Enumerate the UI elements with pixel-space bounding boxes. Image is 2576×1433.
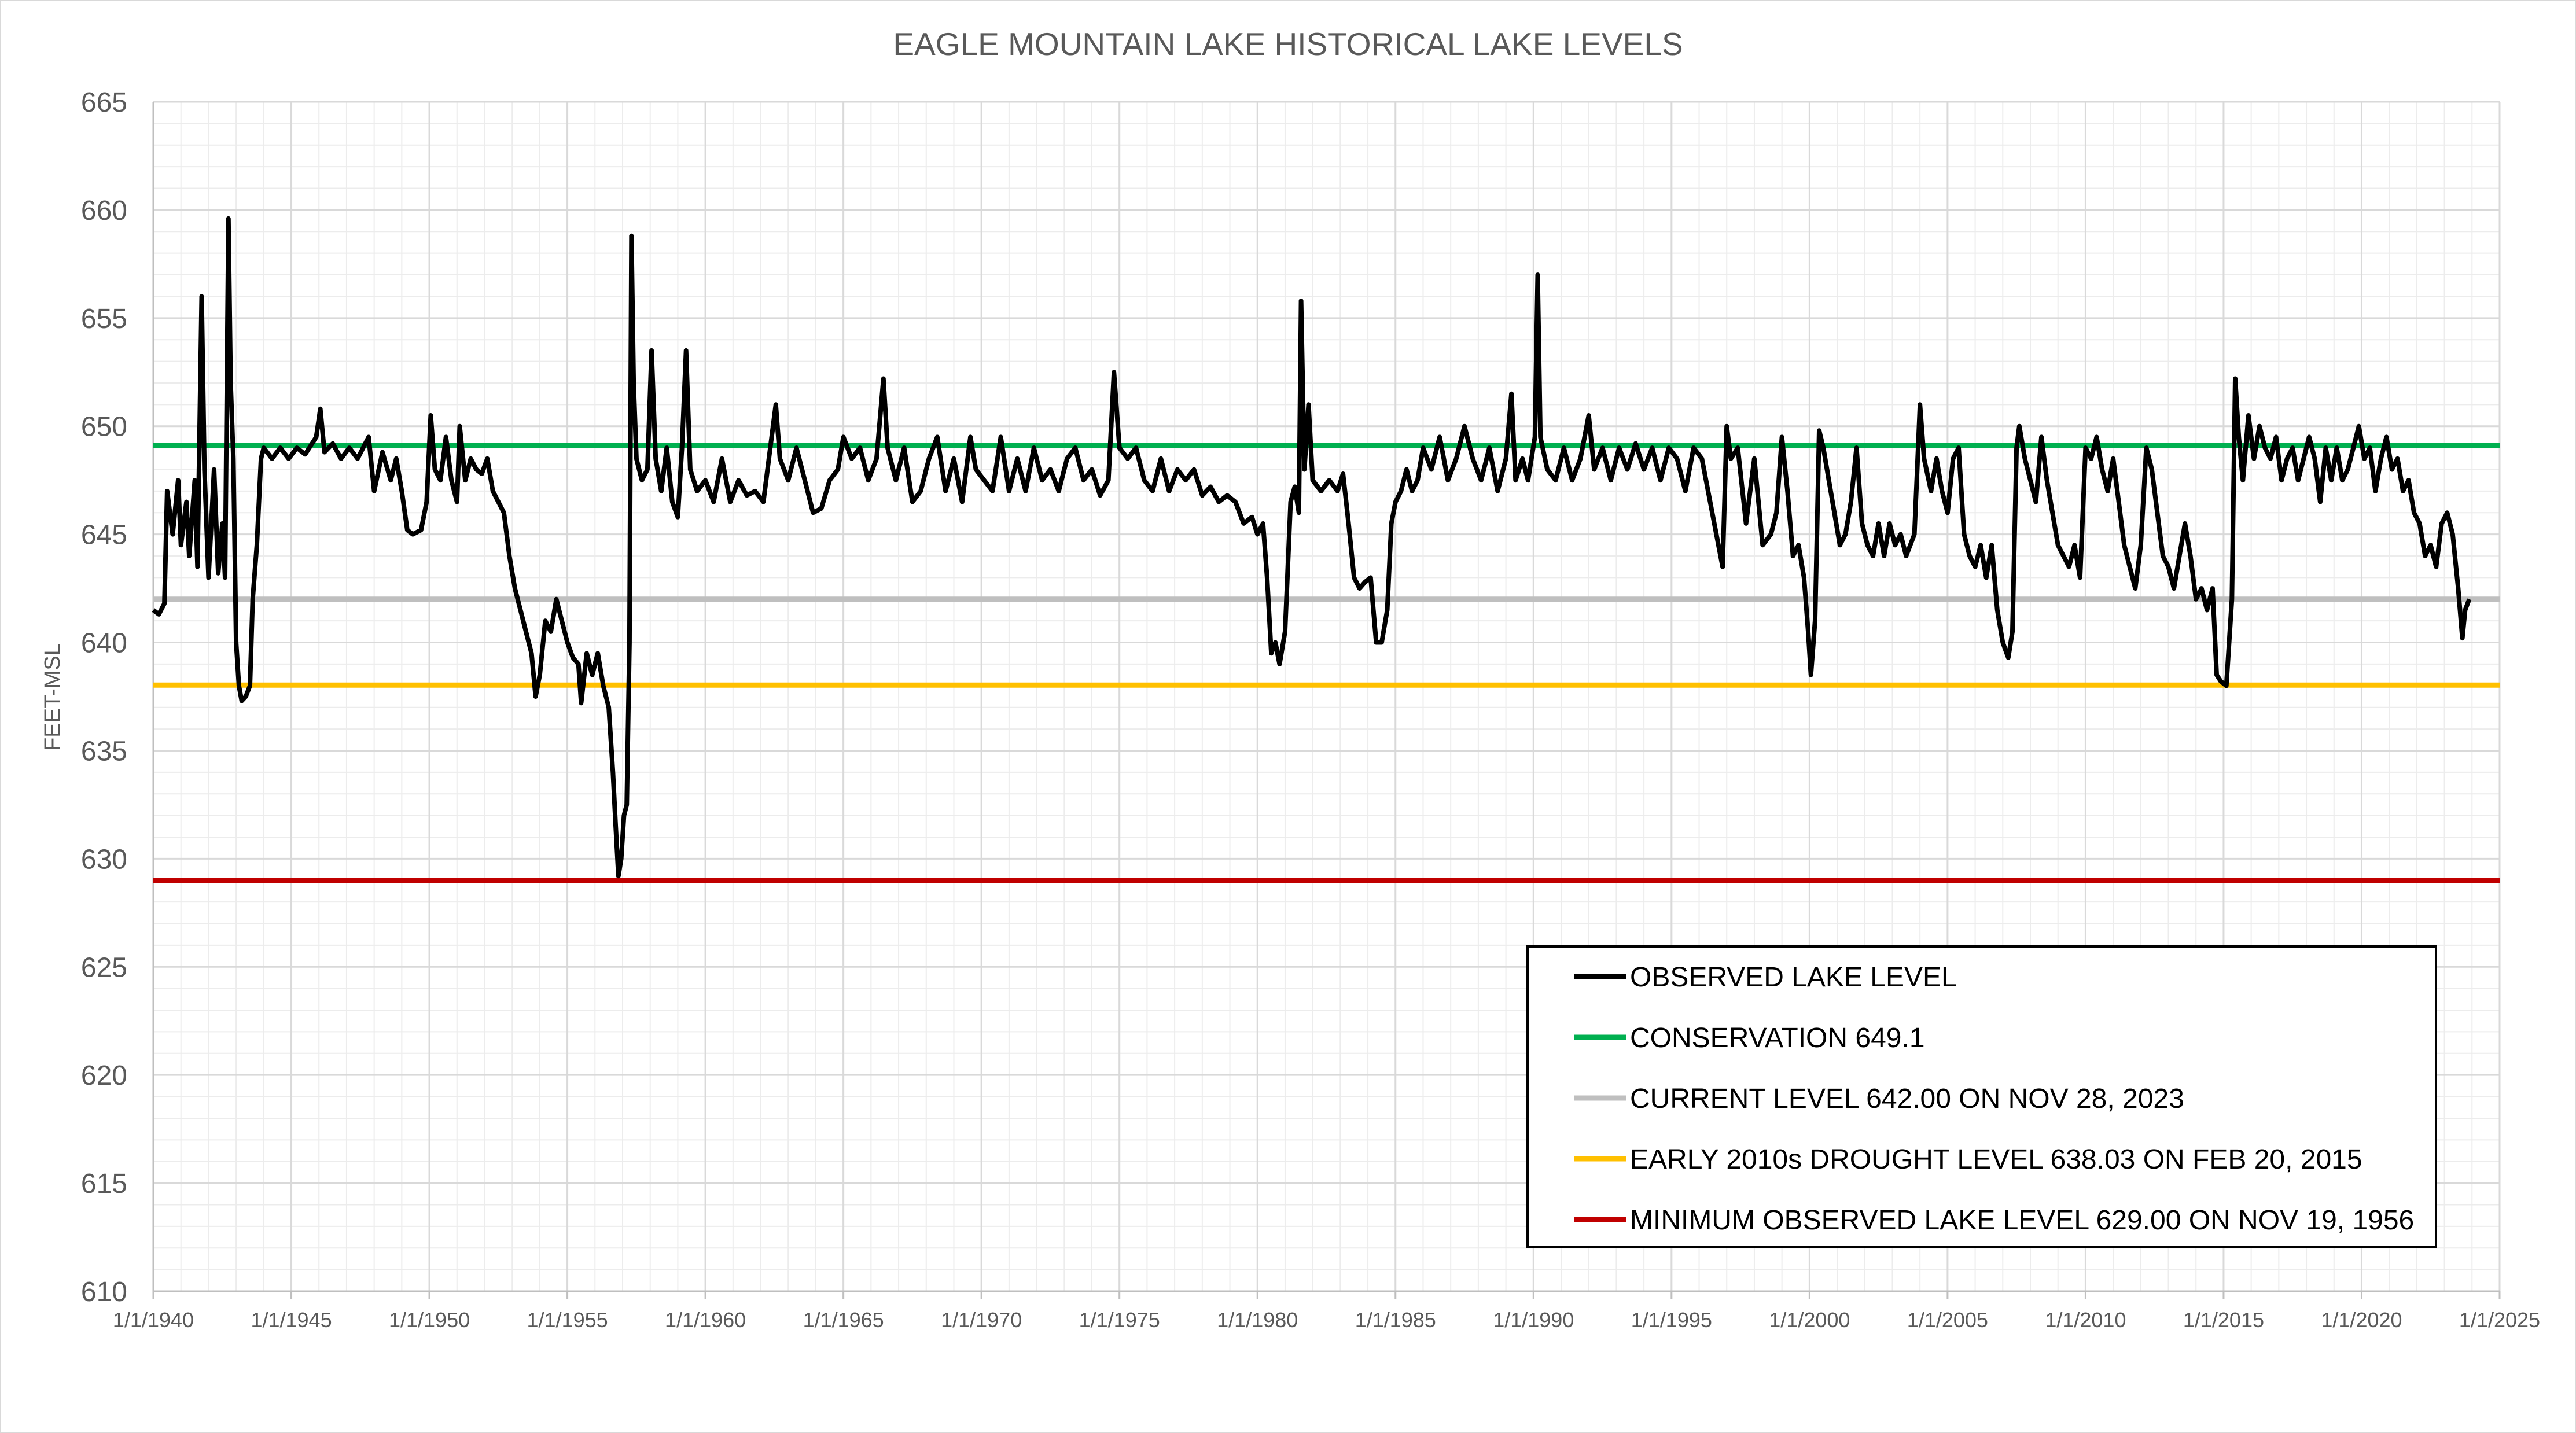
x-tick-label: 1/1/1975: [1079, 1308, 1160, 1332]
x-tick-label: 1/1/1945: [251, 1308, 332, 1332]
y-tick-label: 640: [81, 628, 127, 659]
series-layer: [152, 216, 2472, 879]
x-tick-label: 1/1/2000: [1769, 1308, 1850, 1332]
chart-title: EAGLE MOUNTAIN LAKE HISTORICAL LAKE LEVE…: [893, 26, 1683, 62]
x-tick-label: 1/1/1940: [113, 1308, 194, 1332]
y-tick-label: 655: [81, 304, 127, 334]
x-tick-label: 1/1/1980: [1217, 1308, 1298, 1332]
x-tick-label: 1/1/1970: [941, 1308, 1022, 1332]
x-tick-label: 1/1/2015: [2183, 1308, 2264, 1332]
x-tick-label: 1/1/1950: [389, 1308, 470, 1332]
x-tick-label: 1/1/1965: [803, 1308, 884, 1332]
y-tick-label: 645: [81, 520, 127, 551]
y-tick-label: 630: [81, 844, 127, 875]
reference-lines: [153, 443, 2500, 883]
y-tick-label: 615: [81, 1169, 127, 1199]
legend-drought-label: EARLY 2010s DROUGHT LEVEL 638.03 ON FEB …: [1630, 1144, 2362, 1175]
y-tick-label: 625: [81, 952, 127, 983]
y-tick-label: 665: [81, 87, 127, 118]
x-tick-label: 1/1/2010: [2045, 1308, 2126, 1332]
x-tick-label: 1/1/2005: [1907, 1308, 1988, 1332]
x-tick-label: 1/1/2020: [2321, 1308, 2402, 1332]
legend-observed-label: OBSERVED LAKE LEVEL: [1630, 962, 1957, 993]
legend-conservation-label: CONSERVATION 649.1: [1630, 1023, 1925, 1053]
legend-current-label: CURRENT LEVEL 642.00 ON NOV 28, 2023: [1630, 1084, 2184, 1114]
observed-lake-level-line: [152, 216, 2472, 879]
y-tick-label: 620: [81, 1060, 127, 1091]
y-tick-label: 635: [81, 736, 127, 767]
y-tick-label: 660: [81, 196, 127, 226]
y-axis-label: FEET-MSL: [41, 643, 65, 751]
x-tick-label: 1/1/2025: [2459, 1308, 2540, 1332]
legend-box: [1526, 945, 2437, 1248]
legend-minimum-label: MINIMUM OBSERVED LAKE LEVEL 629.00 ON NO…: [1630, 1205, 2414, 1236]
y-tick-label: 650: [81, 412, 127, 443]
y-tick-label: 610: [81, 1277, 127, 1307]
x-tick-label: 1/1/1990: [1493, 1308, 1574, 1332]
x-tick-label: 1/1/1960: [665, 1308, 746, 1332]
x-tick-label: 1/1/1995: [1631, 1308, 1712, 1332]
x-tick-label: 1/1/1985: [1355, 1308, 1436, 1332]
axis-layer: 610 615 620 625 630 635 640 645 650 655 660 665 1/1/…: [81, 87, 2540, 1332]
x-tick-label: 1/1/1955: [527, 1308, 608, 1332]
legend: OBSERVED LAKE LEVEL CONSERVATION 649.1 CUR…: [1526, 945, 2437, 1248]
